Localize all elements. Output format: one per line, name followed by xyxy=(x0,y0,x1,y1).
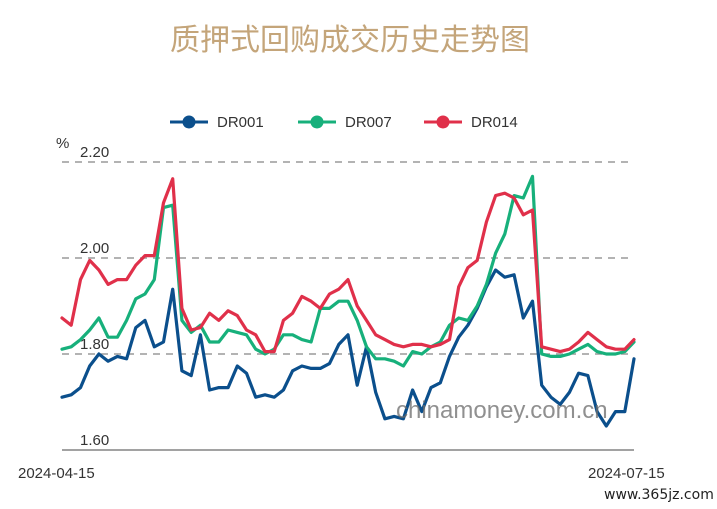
legend-label: DR001 xyxy=(217,114,264,131)
legend-label: DR007 xyxy=(345,114,392,131)
legend: DR001 DR007 DR014 xyxy=(170,114,518,131)
y-tick-label-2.20: 2.20 xyxy=(80,144,109,161)
x-tick-label-end: 2024-07-15 xyxy=(588,465,665,482)
x-tick-label-start: 2024-04-15 xyxy=(18,465,95,482)
y-tick-label-2.00: 2.00 xyxy=(80,240,109,257)
legend-swatch-dot xyxy=(182,115,196,129)
series-line-dr014 xyxy=(60,177,636,354)
chart-title: 质押式回购成交历史走势图 xyxy=(170,23,530,58)
series-line-dr001 xyxy=(60,268,636,428)
legend-label: DR014 xyxy=(471,114,518,131)
legend-item-dr007: DR007 xyxy=(298,114,392,131)
legend-swatch-dot xyxy=(310,115,324,129)
series-lines xyxy=(60,174,636,428)
legend-swatch-dot xyxy=(436,115,450,129)
watermark-365jz: www.365jz.com xyxy=(604,487,714,503)
y-tick-label-1.80: 1.80 xyxy=(80,336,109,353)
legend-item-dr001: DR001 xyxy=(170,114,264,131)
watermark-chinamoney: chinamoney.com.cn xyxy=(396,397,608,424)
y-tick-labels: 1.60 1.80 2.00 2.20 xyxy=(80,144,109,449)
y-tick-label-1.60: 1.60 xyxy=(80,432,109,449)
legend-item-dr014: DR014 xyxy=(424,114,518,131)
y-axis-unit-label: % xyxy=(56,135,69,152)
